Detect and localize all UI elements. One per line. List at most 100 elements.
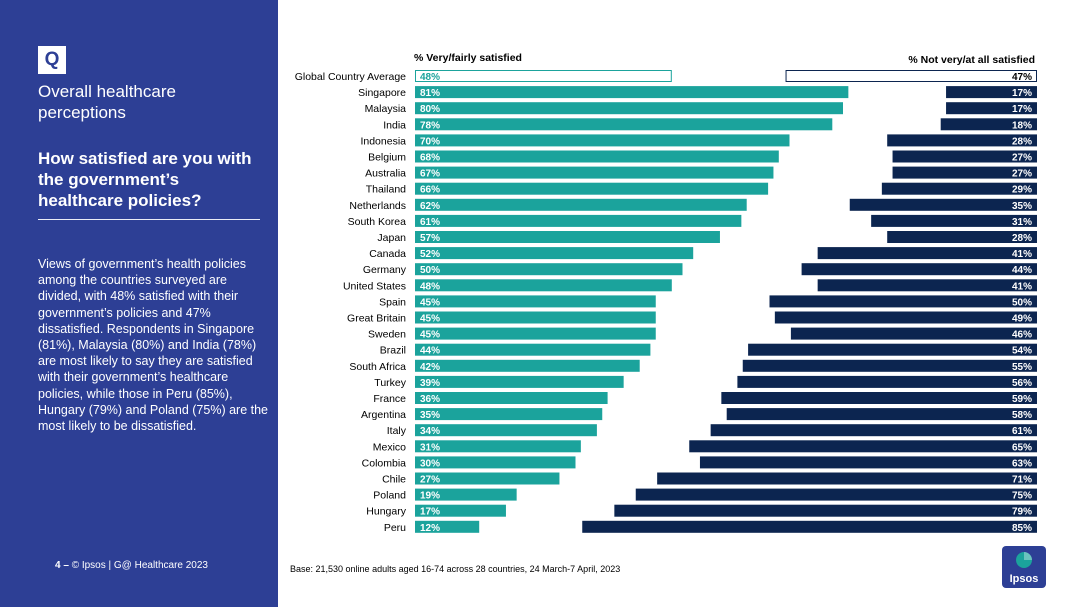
dissatisfied-bar-spain [769,295,1037,308]
satisfied-bar-france [415,392,608,404]
satisfied-bar-thailand [415,182,769,195]
dissatisfied-bar-brazil [748,343,1037,356]
dissatisfied-value-germany: 44% [1012,265,1032,276]
dissatisfied-bar-malaysia [946,102,1037,115]
satisfied-value-chile: 27% [420,475,440,486]
satisfied-value-great-britain: 45% [420,314,440,325]
dissatisfied-bar-thailand [881,182,1037,195]
category-label-colombia: Colombia [362,457,407,469]
logo-wordmark: Ipsos [1010,573,1039,585]
dissatisfied-bar-belgium [892,150,1037,163]
page-number: 4 [55,560,61,571]
dissatisfied-bar-italy [710,424,1037,437]
dissatisfied-value-thailand: 29% [1012,185,1032,196]
dissatisfied-value-chile: 71% [1012,475,1032,486]
dissatisfied-bar-india [940,118,1037,131]
category-label-spain: Spain [379,296,406,308]
satisfied-bar-colombia [415,456,576,469]
satisfied-bar-italy [415,424,597,437]
question-badge: Q [38,46,66,74]
dissatisfied-bar-turkey [737,375,1037,388]
satisfied-bar-netherlands [415,198,747,211]
satisfied-value-india: 78% [420,120,440,131]
category-label-sweden: Sweden [368,329,406,341]
category-label-hungary: Hungary [366,506,406,518]
dissatisfied-value-south-korea: 31% [1012,217,1032,228]
category-label-south-africa: South Africa [349,361,406,373]
category-label-singapore: Singapore [358,87,406,99]
satisfied-bar-poland [415,488,517,501]
dissatisfied-value-indonesia: 28% [1012,136,1032,147]
satisfied-value-spain: 45% [420,297,440,308]
dissatisfied-value-france: 59% [1012,394,1032,405]
dissatisfied-value-netherlands: 35% [1012,201,1032,212]
category-label-united-states: United States [343,280,406,292]
dissatisfied-value-turkey: 56% [1012,378,1032,389]
dissatisfied-value-great-britain: 49% [1012,314,1032,325]
category-label-argentina: Argentina [361,409,406,421]
question-heading: How satisfied are you with the governmen… [38,149,252,210]
satisfied-bar-indonesia [415,134,790,147]
satisfied-bar-singapore [415,86,849,99]
dissatisfied-value-malaysia: 17% [1012,104,1032,115]
category-label-japan: Japan [377,232,406,244]
diverging-bar-chart: Global Country Average 48% 47% Singapore 81%… [295,70,1037,534]
summary-text: Views of government’s health policies am… [38,257,268,434]
dissatisfied-bar-argentina [726,408,1037,421]
category-label-france: France [373,393,406,405]
satisfied-value-sweden: 45% [420,330,440,341]
dissatisfied-value-global-country-average: 47% [1012,72,1032,83]
category-label-global-country-average: Global Country Average [295,71,406,83]
satisfied-value-united-states: 48% [420,281,440,292]
satisfied-value-global-country-average: 48% [420,72,440,83]
ipsos-logo: Ipsos [1002,546,1046,588]
satisfied-bar-mexico [415,440,581,453]
dissatisfied-bar-japan [887,231,1037,243]
dissatisfied-value-sweden: 46% [1012,330,1032,341]
satisfied-value-colombia: 30% [420,458,440,469]
category-label-south-korea: South Korea [348,216,407,228]
satisfied-value-malaysia: 80% [420,104,440,115]
dissatisfied-value-india: 18% [1012,120,1032,131]
category-label-mexico: Mexico [373,441,406,453]
dissatisfied-bar-netherlands [849,198,1037,211]
category-label-brazil: Brazil [380,345,406,357]
dissatisfied-value-australia: 27% [1012,169,1032,180]
satisfied-value-turkey: 39% [420,378,440,389]
satisfied-value-poland: 19% [420,491,440,502]
dissatisfied-value-argentina: 58% [1012,410,1032,421]
satisfied-bar-south-africa [415,359,640,372]
dissatisfied-bar-australia [892,166,1037,179]
category-label-thailand: Thailand [366,184,406,196]
satisfied-bar-spain [415,295,656,308]
dissatisfied-bar-global-country-average [785,70,1037,82]
dissatisfied-bar-canada [817,247,1037,260]
satisfied-bar-turkey [415,375,624,388]
sidebar-panel: Q Overall healthcare perceptions How sat… [0,0,278,607]
dissatisfied-bar-poland [635,488,1037,501]
satisfied-value-belgium: 68% [420,153,440,164]
satisfied-bar-united-states [415,279,672,292]
satisfied-bar-hungary [415,504,506,517]
satisfied-value-france: 36% [420,394,440,405]
satisfied-bar-australia [415,166,774,179]
satisfied-bar-belgium [415,150,779,163]
dissatisfied-bar-united-states [817,279,1037,292]
divider [38,219,260,220]
satisfied-value-canada: 52% [420,249,440,260]
satisfied-bar-japan [415,231,720,243]
category-label-malaysia: Malaysia [365,103,407,115]
category-label-canada: Canada [369,248,406,260]
satisfied-value-brazil: 44% [420,346,440,357]
left-series-header: % Very/fairly satisfied [414,52,522,64]
dissatisfied-bar-colombia [699,456,1037,469]
satisfied-value-indonesia: 70% [420,136,440,147]
satisfied-bar-germany [415,263,683,276]
satisfied-value-netherlands: 62% [420,201,440,212]
category-label-italy: Italy [387,425,407,437]
category-label-chile: Chile [382,474,406,486]
dissatisfied-value-singapore: 17% [1012,88,1032,99]
dissatisfied-value-hungary: 79% [1012,507,1032,518]
satisfied-value-south-korea: 61% [420,217,440,228]
dissatisfied-value-peru: 85% [1012,523,1032,534]
